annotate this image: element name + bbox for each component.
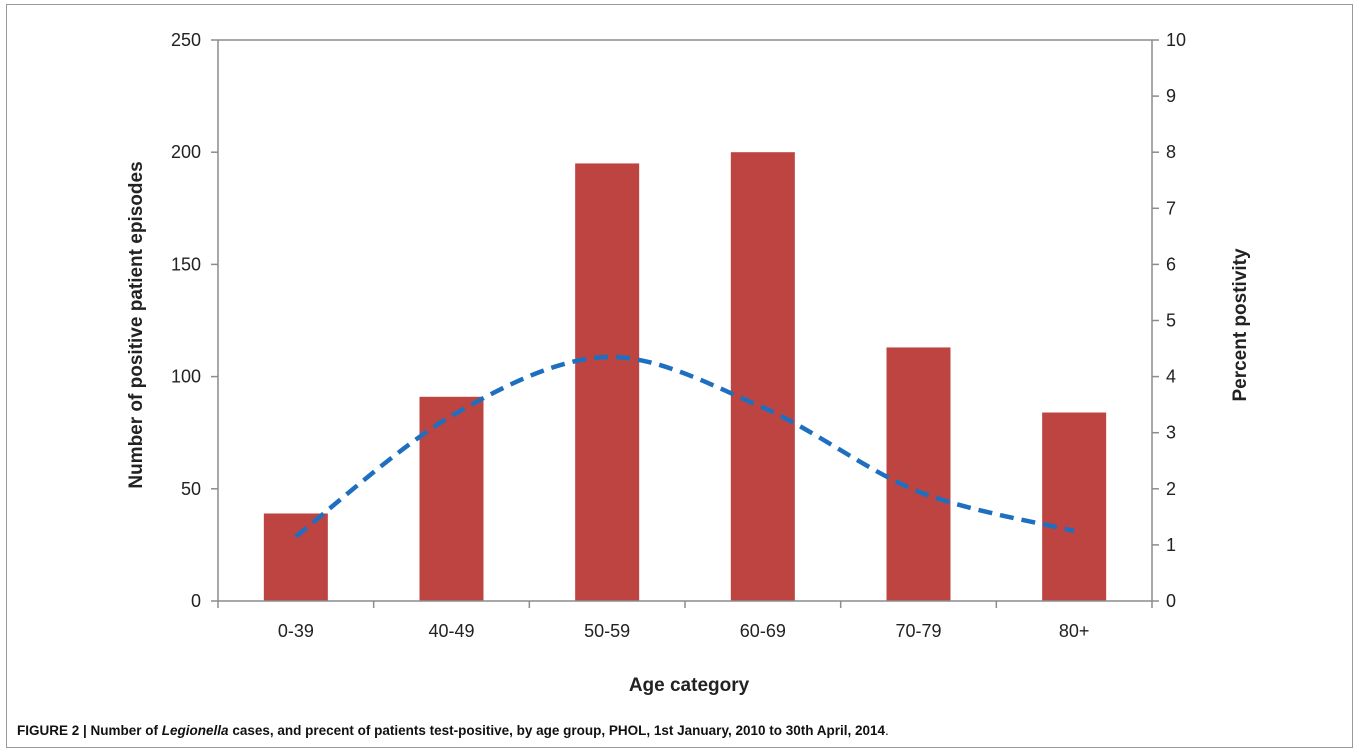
bar-50-59 (575, 163, 639, 601)
y2-tick-label: 2 (1166, 479, 1176, 499)
axes-layer (211, 40, 1159, 608)
y2-tick-label: 4 (1166, 367, 1176, 387)
y-tick-label: 150 (171, 254, 201, 274)
x-tick-label-40-49: 40-49 (428, 621, 474, 641)
chart-canvas: 0 50 100 150 200 250 0 1 2 3 4 5 6 7 8 9 10 0-39 40-49 50-5… (7, 5, 1352, 710)
caption-prefix: FIGURE 2 | Number of (17, 723, 162, 738)
y2-tick-label: 0 (1166, 591, 1176, 611)
bar-60-69 (731, 152, 795, 601)
caption-period: . (885, 723, 889, 738)
bars-layer (264, 152, 1106, 601)
x-tick-label-80+: 80+ (1059, 621, 1090, 641)
bar-80+ (1042, 413, 1106, 601)
y2-tick-label: 3 (1166, 423, 1176, 443)
y2-axis-title: Percent postivity (1230, 248, 1251, 402)
bar-70-79 (887, 347, 951, 601)
x-axis-title: Age category (629, 675, 750, 696)
bar-0-39 (264, 513, 328, 601)
y-tick-label: 50 (181, 479, 201, 499)
y-tick-label: 100 (171, 367, 201, 387)
figure-caption: FIGURE 2 | Number of Legionella cases, a… (17, 723, 1347, 738)
y2-tick-label: 7 (1166, 198, 1176, 218)
line-layer (296, 357, 1075, 537)
x-tick-label-70-79: 70-79 (895, 621, 941, 641)
y2-tick-label: 1 (1166, 535, 1176, 555)
caption-italic-term: Legionella (162, 723, 229, 738)
y-tick-label: 200 (171, 142, 201, 162)
y2-tick-label: 10 (1166, 30, 1186, 50)
caption-suffix: cases, and precent of patients test-posi… (229, 723, 885, 738)
x-tick-label-50-59: 50-59 (584, 621, 630, 641)
x-tick-label-0-39: 0-39 (278, 621, 314, 641)
y-axis-title: Number of positive patient episodes (126, 161, 147, 488)
y2-tick-label: 8 (1166, 142, 1176, 162)
y-tick-label: 250 (171, 30, 201, 50)
percent-positivity-line (296, 357, 1074, 537)
figure-panel: 0 50 100 150 200 250 0 1 2 3 4 5 6 7 8 9 10 0-39 40-49 50-5… (6, 4, 1353, 748)
y2-tick-label: 9 (1166, 86, 1176, 106)
x-tick-label-60-69: 60-69 (740, 621, 786, 641)
bar-40-49 (420, 397, 484, 601)
y2-tick-label: 5 (1166, 311, 1176, 331)
y2-tick-label: 6 (1166, 254, 1176, 274)
y-tick-label: 0 (191, 591, 201, 611)
